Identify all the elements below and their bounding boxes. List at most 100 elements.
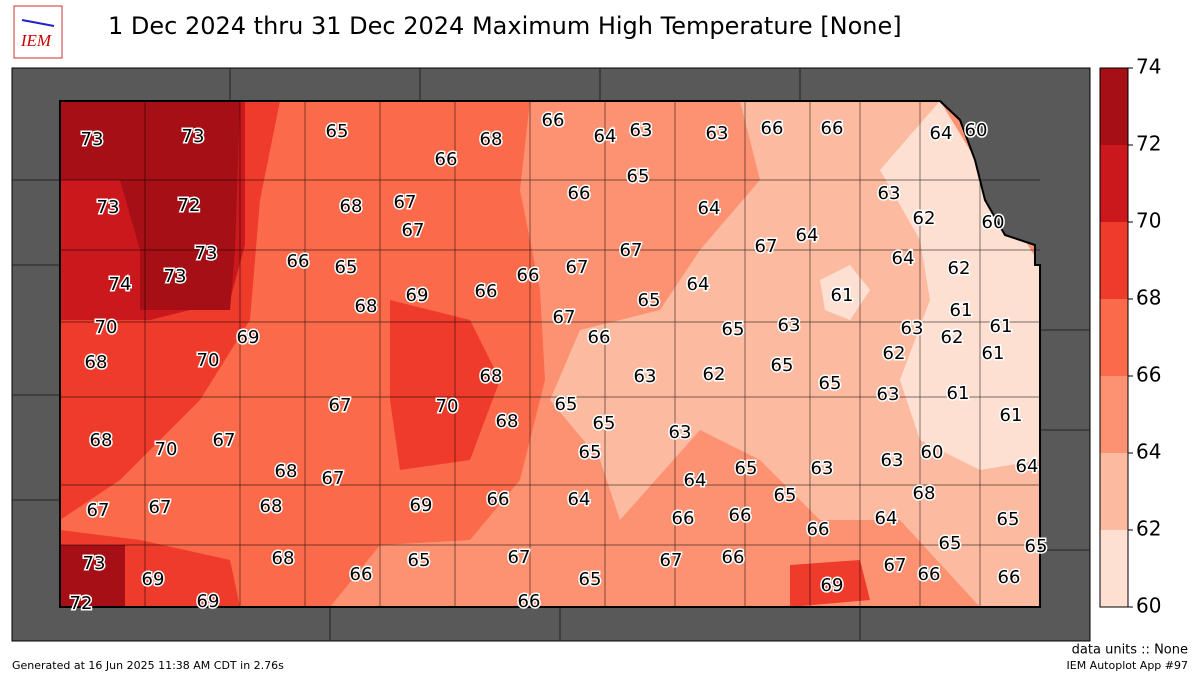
station-value: 66 <box>542 110 565 131</box>
station-value: 67 <box>620 240 643 261</box>
station-value: 61 <box>947 383 970 404</box>
station-value: 64 <box>594 126 617 147</box>
station-value: 68 <box>355 296 378 317</box>
station-value: 67 <box>566 257 589 278</box>
station-value: 62 <box>883 343 906 364</box>
station-value: 65 <box>722 319 745 340</box>
generated-note: Generated at 16 Jun 2025 11:38 AM CDT in… <box>12 659 284 672</box>
station-value: 63 <box>881 450 904 471</box>
station-value: 65 <box>771 355 794 376</box>
station-value: 67 <box>508 547 531 568</box>
colorbar-tick-label: 72 <box>1136 132 1161 156</box>
station-value: 67 <box>884 555 907 576</box>
station-value: 65 <box>579 569 602 590</box>
logo-box <box>13 5 63 59</box>
station-value: 67 <box>149 497 172 518</box>
app-note: IEM Autoplot App #97 <box>1067 659 1189 672</box>
station-value: 68 <box>260 496 283 517</box>
station-value: 65 <box>627 166 650 187</box>
colorbar-tick-label: 60 <box>1136 594 1161 618</box>
logo-text: IEM <box>20 31 52 50</box>
station-value: 63 <box>778 315 801 336</box>
station-value: 68 <box>340 196 363 217</box>
station-value: 70 <box>155 439 178 460</box>
station-value: 64 <box>1016 456 1039 477</box>
colorbar-band <box>1100 68 1128 145</box>
station-value: 68 <box>85 352 108 373</box>
station-value: 74 <box>109 274 132 295</box>
station-value: 66 <box>517 265 540 286</box>
colorbar-tick-label: 62 <box>1136 517 1161 541</box>
station-value: 66 <box>568 183 591 204</box>
station-value: 63 <box>630 120 653 141</box>
station-value: 64 <box>698 198 721 219</box>
colorbar-band <box>1100 453 1128 530</box>
station-value: 62 <box>941 327 964 348</box>
units-note: data units :: None <box>1072 643 1188 658</box>
station-value: 61 <box>982 343 1005 364</box>
station-value: 73 <box>81 129 104 150</box>
station-value: 69 <box>197 591 220 612</box>
station-value: 60 <box>965 120 988 141</box>
colorbar-tick-label: 68 <box>1136 286 1161 310</box>
colorbar-band <box>1100 299 1128 376</box>
colorbar-tick-label: 70 <box>1136 209 1161 233</box>
station-value: 72 <box>70 593 93 614</box>
station-value: 70 <box>197 350 220 371</box>
colorbar-frame <box>1099 67 1129 608</box>
station-value: 67 <box>755 236 778 257</box>
colorbar-band <box>1100 376 1128 453</box>
station-value: 63 <box>901 318 924 339</box>
station-value: 67 <box>87 500 110 521</box>
station-value: 64 <box>796 225 819 246</box>
station-value: 66 <box>435 149 458 170</box>
station-value: 60 <box>982 212 1005 233</box>
station-value: 69 <box>410 495 433 516</box>
station-value: 73 <box>164 266 187 287</box>
station-value: 65 <box>997 509 1020 530</box>
station-value: 68 <box>275 461 298 482</box>
station-value: 69 <box>237 327 260 348</box>
station-value: 66 <box>475 281 498 302</box>
station-value: 66 <box>287 251 310 272</box>
station-value: 66 <box>487 489 510 510</box>
station-value: 65 <box>579 442 602 463</box>
logo: IEM <box>13 5 63 59</box>
station-value: 66 <box>729 505 752 526</box>
station-value: 64 <box>568 489 591 510</box>
station-value: 68 <box>913 483 936 504</box>
station-value: 67 <box>402 220 425 241</box>
station-value: 61 <box>1000 405 1023 426</box>
station-value: 73 <box>83 553 106 574</box>
station-value: 67 <box>213 430 236 451</box>
station-value: 69 <box>406 285 429 306</box>
station-value: 65 <box>819 373 842 394</box>
station-value: 65 <box>555 394 578 415</box>
station-value: 68 <box>496 411 519 432</box>
state-outline <box>59 100 1041 608</box>
station-value: 62 <box>703 364 726 385</box>
station-value: 65 <box>638 290 661 311</box>
station-value: 65 <box>1025 536 1048 557</box>
station-value: 68 <box>480 366 503 387</box>
station-value: 65 <box>326 121 349 142</box>
station-value: 61 <box>990 316 1013 337</box>
colorbar-band <box>1100 222 1128 299</box>
colorbar-tick-label: 74 <box>1136 55 1161 79</box>
station-value: 64 <box>687 274 710 295</box>
station-value: 66 <box>672 508 695 529</box>
colorbar-band <box>1100 145 1128 222</box>
station-value: 66 <box>821 118 844 139</box>
station-value: 65 <box>593 413 616 434</box>
station-value: 62 <box>913 208 936 229</box>
station-value: 63 <box>877 384 900 405</box>
station-value: 66 <box>722 547 745 568</box>
station-value: 61 <box>831 285 854 306</box>
station-value: 62 <box>948 258 971 279</box>
station-value: 64 <box>930 123 953 144</box>
station-value: 67 <box>329 395 352 416</box>
station-value: 60 <box>921 442 944 463</box>
station-value: 73 <box>97 197 120 218</box>
station-value: 64 <box>875 508 898 529</box>
